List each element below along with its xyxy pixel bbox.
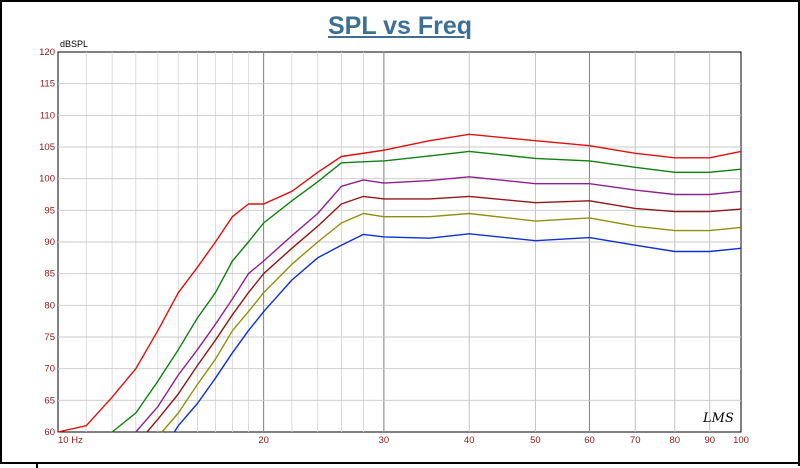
y-tick-label: 75 <box>44 332 55 343</box>
series-line-3 <box>135 176 742 433</box>
y-tick-label: 105 <box>39 142 55 153</box>
y-tick-label: 120 <box>39 47 55 58</box>
x-tick-label: 30 <box>379 435 390 446</box>
series-group <box>57 133 742 433</box>
grid <box>58 52 741 432</box>
y-tick-label: 100 <box>39 174 55 185</box>
y-tick-label: 70 <box>44 364 55 375</box>
series-line-4 <box>146 195 742 433</box>
frame-corner-mark <box>36 464 38 468</box>
y-tick-label: 65 <box>44 395 55 406</box>
series-line-5 <box>161 212 742 433</box>
x-tick-labels: 10 Hz 20 30 40 50 60 70 80 90 100 <box>58 435 749 446</box>
frame-shadow-bottom <box>4 462 800 464</box>
y-tick-labels: 60 65 70 75 80 85 90 95 100 105 110 115 120 <box>39 47 55 438</box>
series-line-1 <box>57 133 742 433</box>
x-tick-label: 20 <box>258 435 269 446</box>
x-tick-label: 80 <box>670 435 681 446</box>
series-line-2 <box>111 150 742 433</box>
frame-shadow-right <box>798 4 800 466</box>
x-tick-label: 100 <box>733 435 749 446</box>
chart-title: SPL vs Freq <box>327 12 473 40</box>
x-tick-label: 60 <box>584 435 595 446</box>
y-tick-label: 85 <box>44 269 55 280</box>
x-tick-label: 70 <box>630 435 641 446</box>
y-tick-label: 110 <box>40 110 55 121</box>
brand-mark: LMS <box>702 411 734 426</box>
y-axis-label: dBSPL <box>60 39 88 49</box>
y-tick-label: 95 <box>44 205 55 216</box>
y-tick-label: 80 <box>44 300 55 311</box>
x-tick-label: 50 <box>530 435 541 446</box>
y-tick-label: 115 <box>40 79 55 90</box>
series-line-6 <box>173 233 742 433</box>
y-tick-label: 60 <box>44 427 55 438</box>
y-tick-label: 90 <box>44 237 55 248</box>
x-tick-label: 10 Hz <box>58 435 83 446</box>
x-tick-label: 90 <box>704 435 715 446</box>
x-tick-label: 40 <box>464 435 475 446</box>
